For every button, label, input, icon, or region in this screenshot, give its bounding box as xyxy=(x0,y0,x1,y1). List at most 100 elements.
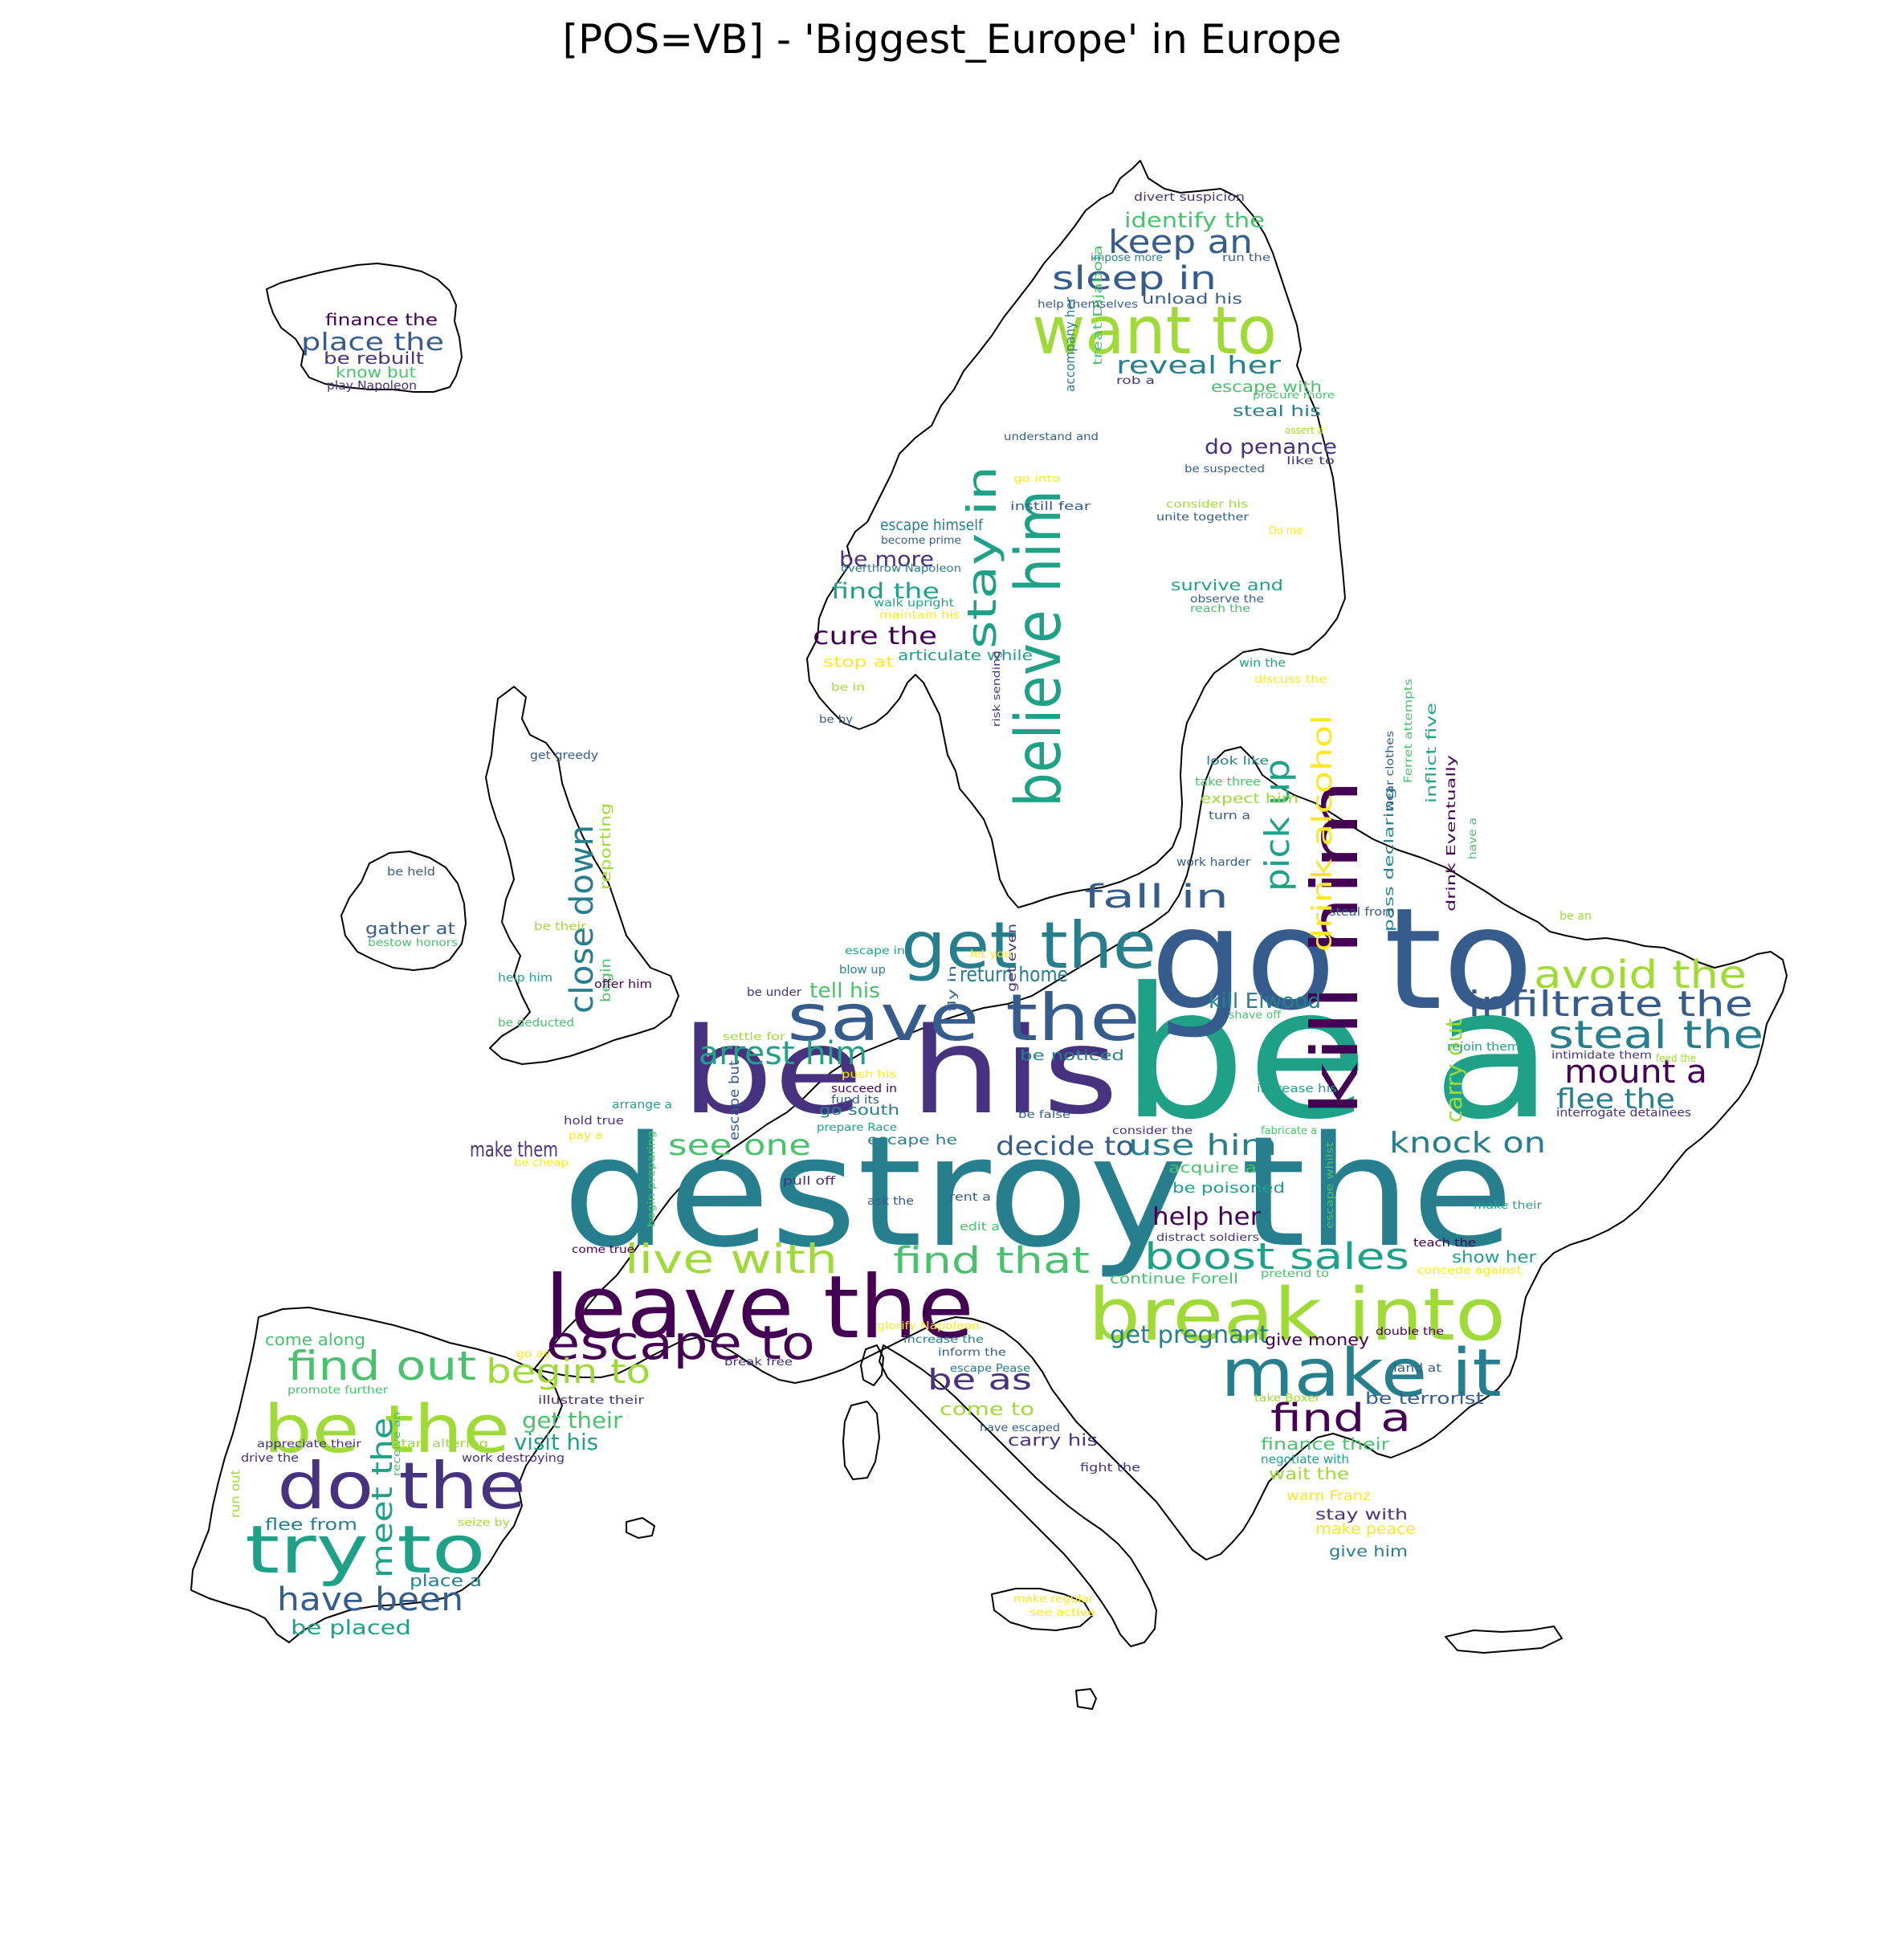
word-steal-the: steal the xyxy=(1548,1013,1763,1058)
word-help-her: help her xyxy=(1152,1203,1262,1231)
outline-mainland xyxy=(533,746,1788,1560)
word-unite-together: unite together xyxy=(1156,512,1250,524)
word-want-to: want to xyxy=(1032,293,1277,369)
word-cure-the: cure the xyxy=(813,622,937,651)
word-bestow-honors: bestow honors xyxy=(368,937,458,949)
word-impose-more: impose more xyxy=(1091,252,1163,264)
word-visit-his: visit his xyxy=(514,1429,598,1455)
word-succeed-in: succeed in xyxy=(831,1083,897,1095)
word-return-home: return home xyxy=(960,963,1068,987)
word-receive-an: receive an xyxy=(391,1412,402,1476)
word-distract-soldiers: distract soldiers xyxy=(1156,1232,1259,1244)
word-observe-the: observe the xyxy=(1190,594,1264,606)
word-appreciate-their: appreciate their xyxy=(257,1438,362,1450)
word-escape-to: escape to xyxy=(546,1316,815,1370)
word-make-it: make it xyxy=(1221,1336,1502,1412)
word-flee-the: flee the xyxy=(1556,1083,1675,1116)
word-hold-true: hold true xyxy=(564,1115,624,1128)
word-go-as: go as xyxy=(516,1348,550,1360)
word-warn-franz: warn Franz xyxy=(1286,1488,1371,1504)
word-get-greedy: get greedy xyxy=(530,749,598,762)
word-give-money: give money xyxy=(1265,1330,1369,1349)
word-escape-whilst: escape whilst xyxy=(1324,1142,1335,1229)
word-gather-at: gather at xyxy=(365,919,455,938)
word-fall-in: fall in xyxy=(1084,879,1229,916)
word-fund-its: fund its xyxy=(831,1094,879,1107)
word-kill-him: kill him xyxy=(1298,779,1372,1116)
word-teach-the: teach the xyxy=(1413,1237,1476,1250)
word-ask-the: ask the xyxy=(867,1195,914,1208)
word-like-to: like to xyxy=(1286,455,1335,467)
word-go-to: go to xyxy=(1150,879,1534,1042)
word-finance-their: finance their xyxy=(1261,1434,1390,1454)
outline-corsica xyxy=(860,1344,884,1386)
word-meet-the: meet the xyxy=(366,1418,399,1578)
word-land-at: land at xyxy=(1393,1362,1442,1375)
outline-iberia xyxy=(190,1307,563,1643)
word-make-them: make them xyxy=(470,1138,558,1162)
word-escape-but: escape but xyxy=(727,1060,743,1140)
word-seize-by: seize by xyxy=(458,1517,510,1529)
word-believe-him: believe him xyxy=(1003,490,1075,807)
outline-cyprus xyxy=(1075,1688,1097,1710)
word-look-like: look like xyxy=(1206,755,1269,768)
word-find-a: find a xyxy=(1270,1396,1411,1441)
word-arrest-him: arrest him xyxy=(699,1035,867,1072)
word-stop-at: stop at xyxy=(823,654,894,671)
word-procure-more: procure more xyxy=(1253,390,1335,401)
word-blow-up: blow up xyxy=(839,964,886,977)
word-see-active: see active xyxy=(1029,1607,1095,1619)
word-have-escaped: have escaped xyxy=(980,1422,1060,1434)
word-be-by: be by xyxy=(819,714,853,726)
word-fabricate-a: fabricate a xyxy=(1261,1125,1317,1137)
word-be-held: be held xyxy=(387,866,435,879)
word-come-true: come true xyxy=(572,1244,634,1256)
word-illustrate-their: illustrate their xyxy=(538,1394,644,1407)
word-help-him: help him xyxy=(498,972,552,985)
word-unload-his: unload his xyxy=(1142,291,1242,308)
word-acquire-a: acquire a xyxy=(1168,1160,1257,1177)
word-divert-suspicion: divert suspicion xyxy=(1134,191,1245,204)
word-discuss-the: discuss the xyxy=(1254,674,1327,686)
word-carry-his: carry his xyxy=(1008,1430,1098,1450)
word-boost-sales: boost sales xyxy=(1144,1235,1409,1278)
word-be-their: be their xyxy=(534,920,586,933)
word-prepare-race: prepare Race xyxy=(817,1122,897,1134)
word-get-pregnant: get pregnant xyxy=(1110,1321,1269,1349)
word-steal-from: steal from xyxy=(1329,906,1395,919)
word-negotiate-with: negotiate with xyxy=(1261,1452,1349,1467)
word-pull-off: pull off xyxy=(783,1175,835,1188)
word-articulate-while: articulate while xyxy=(898,647,1033,664)
word-be-false: be false xyxy=(1018,1109,1070,1121)
word-do-the: do the xyxy=(277,1449,526,1524)
word-reach-the: reach the xyxy=(1190,603,1250,615)
word-work-harder: work harder xyxy=(1176,856,1250,869)
word-be-suspected: be suspected xyxy=(1184,463,1265,475)
word-help-themselves: help themselves xyxy=(1038,299,1138,311)
word-instill-fear: instill fear xyxy=(1010,500,1091,513)
word-go-into: go into xyxy=(1013,473,1060,484)
word-glorify-napoleon: glorify Napoleon xyxy=(877,1320,980,1332)
word-treat-dijabola: treat Dijabola xyxy=(1091,245,1105,365)
word-be-under: be under xyxy=(747,986,801,999)
word-make-peace: make peace xyxy=(1315,1520,1416,1538)
word-work-destroying: work destroying xyxy=(462,1452,565,1465)
word-be-placed: be placed xyxy=(291,1616,411,1639)
outline-great-britain xyxy=(485,686,679,1065)
word-break-into: break into xyxy=(1088,1273,1506,1357)
word-have-been: have been xyxy=(277,1581,463,1618)
chart-title: [POS=VB] - 'Biggest_Europe' in Europe xyxy=(562,16,1342,63)
word-kill-elwood: kill Elwood xyxy=(1209,989,1321,1014)
word-decide-to: decide to xyxy=(996,1131,1134,1161)
word-carry-out: carry out xyxy=(1441,1018,1467,1123)
word-escape-pease: escape Pease xyxy=(950,1363,1030,1375)
word-go-south: go south xyxy=(819,1102,899,1119)
word-begin-preparing: begin preparing xyxy=(646,1131,657,1227)
word-run-out: run out xyxy=(228,1470,243,1518)
word-do-penance: do penance xyxy=(1205,435,1337,459)
word-steal-his: steal his xyxy=(1233,402,1321,420)
word-place-the: place the xyxy=(301,328,444,357)
word-reveal-her: reveal her xyxy=(1116,352,1282,380)
word-try-to: try to xyxy=(245,1512,486,1589)
word-find-that: find that xyxy=(893,1239,1090,1282)
